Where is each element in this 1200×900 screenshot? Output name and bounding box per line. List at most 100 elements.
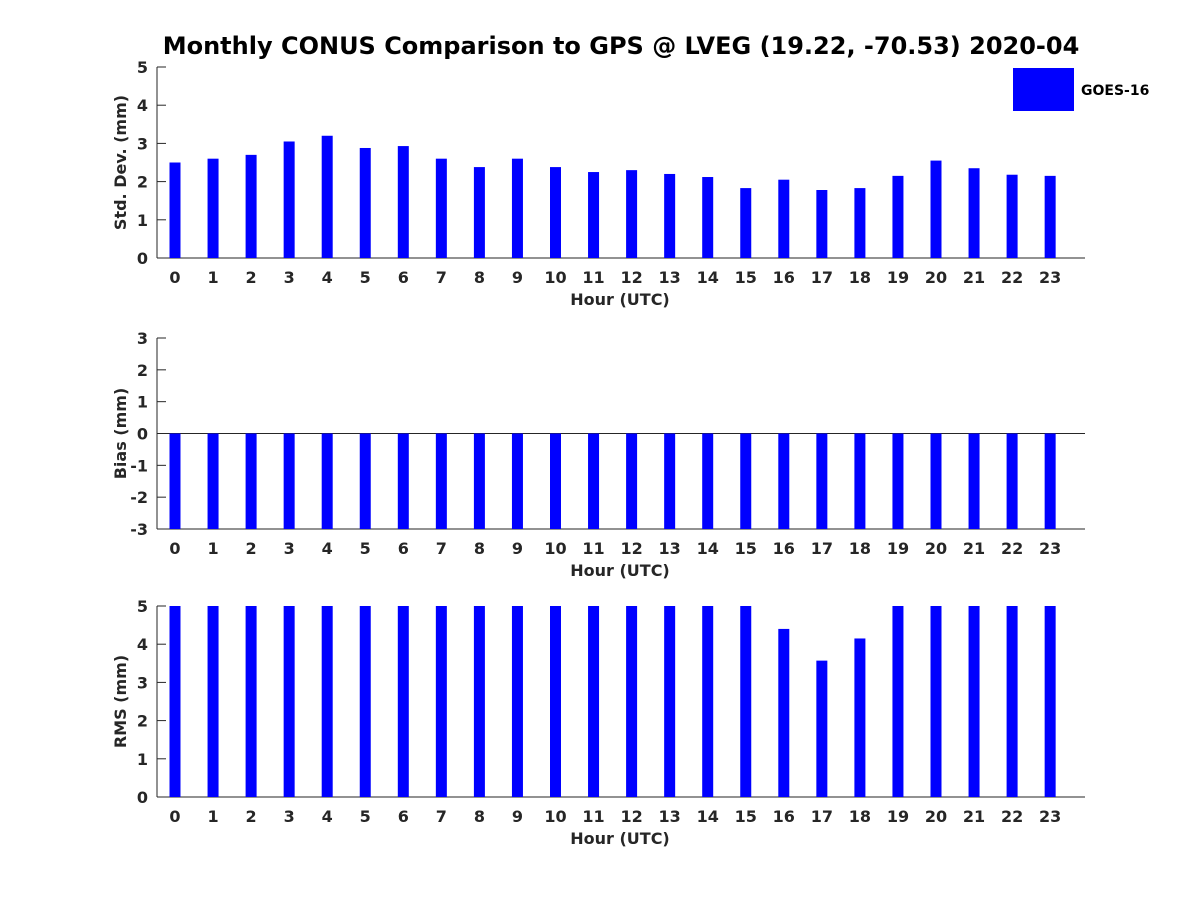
bias-bar-hour-15 xyxy=(740,433,752,529)
bias-bar-hour-8 xyxy=(473,433,485,529)
bias-bar-hour-22 xyxy=(1006,433,1018,529)
rms-bar-hour-7 xyxy=(435,606,447,797)
std-dev-bar-hour-9 xyxy=(511,158,523,258)
rms-x-tick-label: 8 xyxy=(474,807,485,826)
bias-bar-hour-18 xyxy=(854,433,866,529)
legend: GOES-16 xyxy=(1013,68,1149,111)
bias-x-tick-label: 19 xyxy=(887,539,909,558)
rms-y-tick-label: 3 xyxy=(137,673,148,692)
rms-bar-hour-9 xyxy=(511,606,523,797)
std-dev-bar-hour-15 xyxy=(740,188,752,258)
bias-bar-hour-12 xyxy=(626,433,638,529)
bias-x-tick-label: 10 xyxy=(544,539,566,558)
bias-x-tick-label: 12 xyxy=(620,539,642,558)
rms-bar-hour-22 xyxy=(1006,606,1018,797)
rms-x-tick-label: 19 xyxy=(887,807,909,826)
rms-bar-hour-4 xyxy=(321,606,333,797)
rms-x-tick-label: 7 xyxy=(436,807,447,826)
legend-swatch xyxy=(1013,68,1074,111)
rms-bar-hour-18 xyxy=(854,638,866,797)
std-dev-x-tick-label: 12 xyxy=(620,268,642,287)
rms-x-tick-label: 0 xyxy=(169,807,180,826)
legend-label: GOES-16 xyxy=(1081,83,1149,99)
rms-x-tick-label: 13 xyxy=(659,807,681,826)
std-dev-x-tick-label: 2 xyxy=(246,268,257,287)
bias-y-tick-label: -3 xyxy=(130,520,148,539)
bias-bar-hour-10 xyxy=(550,433,561,529)
rms-bar-hour-19 xyxy=(892,606,904,797)
bias-bar-hour-16 xyxy=(778,433,790,529)
bias-y-axis-label: Bias (mm) xyxy=(111,388,130,480)
bias-bar-hour-6 xyxy=(397,433,409,529)
std-dev-bar-hour-10 xyxy=(550,167,561,258)
std-dev-x-tick-label: 16 xyxy=(773,268,795,287)
std-dev-bar-hour-3 xyxy=(283,141,295,258)
bias-x-tick-label: 0 xyxy=(169,539,180,558)
std-dev-bar-hour-12 xyxy=(626,170,638,258)
rms-x-tick-label: 6 xyxy=(398,807,409,826)
rms-bar-hour-1 xyxy=(207,606,219,797)
rms-x-tick-label: 5 xyxy=(360,807,371,826)
bias-x-tick-label: 20 xyxy=(925,539,947,558)
rms-x-tick-label: 11 xyxy=(582,807,604,826)
bias-x-tick-label: 1 xyxy=(207,539,218,558)
bias-bar-hour-9 xyxy=(511,433,523,529)
bias-bar-hour-11 xyxy=(588,433,600,529)
std-dev-bar-hour-4 xyxy=(321,135,333,258)
rms-bar-hour-2 xyxy=(245,606,257,797)
std-dev-bar-hour-14 xyxy=(702,177,714,258)
std-dev-x-tick-label: 11 xyxy=(582,268,604,287)
bias-x-tick-label: 6 xyxy=(398,539,409,558)
bias-x-tick-label: 18 xyxy=(849,539,871,558)
rms-bar-hour-11 xyxy=(588,606,600,797)
rms-bar-hour-8 xyxy=(473,606,485,797)
std-dev-x-tick-label: 4 xyxy=(322,268,333,287)
rms-x-tick-label: 9 xyxy=(512,807,523,826)
rms-x-tick-label: 14 xyxy=(697,807,719,826)
std-dev-y-tick-label: 2 xyxy=(137,173,148,192)
std-dev-x-tick-label: 22 xyxy=(1001,268,1023,287)
rms-x-tick-label: 3 xyxy=(284,807,295,826)
bias-x-tick-label: 13 xyxy=(659,539,681,558)
bias-x-tick-label: 22 xyxy=(1001,539,1023,558)
rms-x-tick-label: 2 xyxy=(246,807,257,826)
bias-bar-hour-1 xyxy=(207,433,219,529)
rms-bar-hour-23 xyxy=(1044,606,1056,797)
bias-x-tick-label: 2 xyxy=(246,539,257,558)
std-dev-bar-hour-18 xyxy=(854,188,866,258)
std-dev-x-tick-label: 20 xyxy=(925,268,947,287)
std-dev-x-axis-label: Hour (UTC) xyxy=(570,290,670,309)
bias-bar-hour-19 xyxy=(892,433,904,529)
bias-bar-hour-23 xyxy=(1044,433,1056,529)
std-dev-bar-hour-23 xyxy=(1044,175,1056,258)
rms-bar-hour-10 xyxy=(550,606,561,797)
std-dev-x-tick-label: 8 xyxy=(474,268,485,287)
rms-y-tick-label: 0 xyxy=(137,788,148,807)
rms-bar-hour-14 xyxy=(702,606,714,797)
bias-y-tick-label: -1 xyxy=(130,456,148,475)
std-dev-bar-hour-11 xyxy=(588,172,600,258)
rms-y-axis-label: RMS (mm) xyxy=(111,655,130,748)
bias-x-tick-label: 5 xyxy=(360,539,371,558)
std-dev-x-tick-label: 18 xyxy=(849,268,871,287)
std-dev-bar-hour-6 xyxy=(397,146,409,258)
bias-x-tick-label: 21 xyxy=(963,539,985,558)
std-dev-y-tick-label: 3 xyxy=(137,134,148,153)
std-dev-bar-hour-16 xyxy=(778,179,790,258)
bias-bar-hour-13 xyxy=(664,433,676,529)
bias-bar-hour-4 xyxy=(321,433,333,529)
std-dev-bar-hour-0 xyxy=(169,162,181,258)
std-dev-bar-hour-2 xyxy=(245,154,257,258)
bias-bar-hour-17 xyxy=(816,433,828,529)
bias-x-tick-label: 14 xyxy=(697,539,719,558)
rms-x-tick-label: 18 xyxy=(849,807,871,826)
rms-x-tick-label: 4 xyxy=(322,807,333,826)
bias-x-tick-label: 7 xyxy=(436,539,447,558)
bias-bar-hour-20 xyxy=(930,433,942,529)
std-dev-x-tick-label: 3 xyxy=(284,268,295,287)
std-dev-x-tick-label: 14 xyxy=(697,268,719,287)
